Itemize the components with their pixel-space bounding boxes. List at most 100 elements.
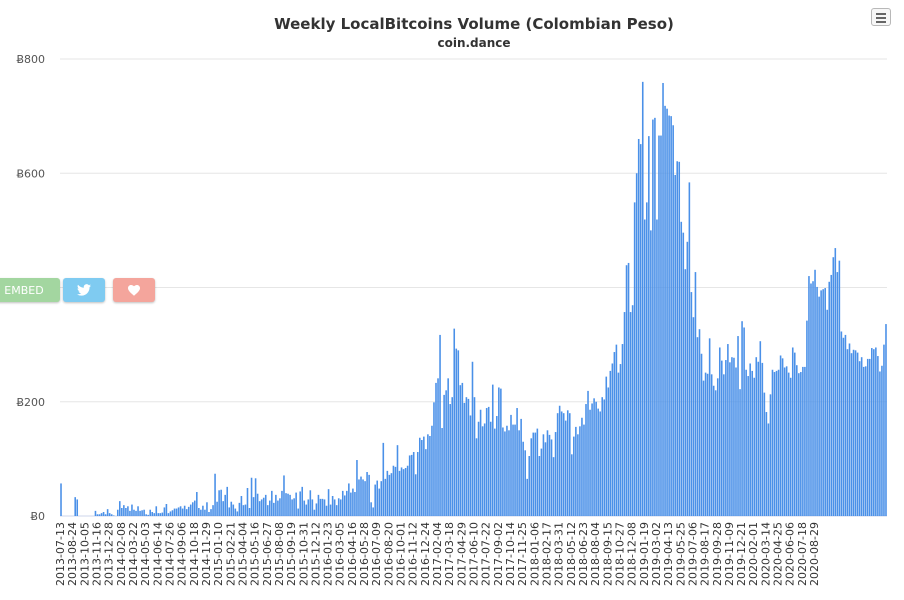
bar bbox=[581, 417, 583, 516]
bar bbox=[116, 509, 119, 516]
bar bbox=[477, 421, 480, 516]
bar bbox=[392, 465, 395, 516]
bar bbox=[605, 376, 608, 516]
bar bbox=[368, 474, 370, 516]
bar bbox=[514, 424, 516, 516]
favorite-button[interactable] bbox=[113, 278, 155, 302]
bar bbox=[751, 370, 753, 516]
bar bbox=[560, 411, 563, 516]
hamburger-menu-icon bbox=[876, 13, 886, 15]
bar bbox=[520, 418, 522, 516]
bar bbox=[648, 136, 650, 516]
bar bbox=[793, 352, 796, 516]
bar bbox=[558, 405, 561, 516]
x-tick-label: 2019-08-17 bbox=[699, 522, 712, 586]
bar bbox=[125, 508, 127, 516]
bar bbox=[820, 290, 822, 516]
bar bbox=[597, 408, 599, 516]
bar bbox=[222, 501, 224, 516]
bar bbox=[617, 372, 620, 516]
bar bbox=[100, 513, 103, 516]
bar bbox=[607, 387, 610, 516]
bar bbox=[74, 497, 76, 516]
bar bbox=[76, 499, 79, 516]
bar bbox=[506, 425, 508, 516]
twitter-share-button[interactable] bbox=[63, 278, 105, 302]
bar bbox=[491, 384, 494, 516]
bar bbox=[599, 411, 601, 516]
bar bbox=[579, 426, 581, 516]
x-tick-label: 2020-03-14 bbox=[759, 522, 772, 586]
bar bbox=[544, 442, 547, 516]
bar bbox=[877, 356, 879, 516]
bar bbox=[463, 402, 466, 516]
bar bbox=[143, 509, 145, 516]
bar bbox=[500, 388, 502, 516]
bar bbox=[680, 221, 683, 516]
bar bbox=[234, 508, 237, 516]
bar bbox=[416, 452, 419, 516]
bar bbox=[479, 409, 482, 516]
bar bbox=[313, 509, 316, 516]
x-tick-label: 2016-08-20 bbox=[382, 522, 395, 586]
bar bbox=[335, 505, 338, 516]
bar bbox=[390, 473, 393, 516]
bar bbox=[745, 369, 747, 516]
x-tick-label: 2017-10-14 bbox=[504, 522, 517, 586]
bar bbox=[633, 202, 636, 516]
bar bbox=[854, 350, 857, 516]
bar bbox=[293, 498, 295, 516]
x-tick-label: 2017-06-10 bbox=[468, 522, 481, 586]
bar bbox=[208, 512, 210, 516]
bar bbox=[536, 428, 539, 516]
bar bbox=[832, 257, 835, 516]
x-tick-label: 2015-05-16 bbox=[249, 522, 262, 586]
bar bbox=[262, 497, 265, 516]
bar bbox=[145, 514, 147, 516]
bar bbox=[670, 116, 672, 517]
bar bbox=[556, 413, 559, 516]
bar bbox=[637, 138, 640, 517]
bar bbox=[840, 331, 843, 516]
bar bbox=[194, 500, 196, 516]
bar bbox=[850, 353, 853, 516]
bar bbox=[412, 452, 415, 516]
x-tick-label: 2015-08-08 bbox=[273, 522, 286, 586]
bar bbox=[522, 441, 524, 516]
bar bbox=[818, 296, 820, 516]
chart-subtitle: coin.dance bbox=[437, 36, 510, 50]
bar bbox=[423, 436, 425, 516]
chart-menu-button[interactable] bbox=[871, 8, 891, 26]
x-tick-label: 2019-01-19 bbox=[638, 522, 651, 586]
bar bbox=[323, 499, 326, 516]
x-tick-label: 2017-11-25 bbox=[516, 522, 529, 586]
bar bbox=[654, 117, 656, 516]
bar bbox=[354, 492, 356, 516]
bar bbox=[161, 512, 164, 516]
bar bbox=[806, 320, 808, 516]
bar bbox=[718, 347, 721, 516]
bar bbox=[542, 434, 545, 516]
bar bbox=[230, 501, 233, 516]
bar bbox=[873, 349, 875, 516]
x-tick-label: 2016-03-05 bbox=[334, 522, 347, 586]
bar bbox=[735, 367, 737, 516]
bar bbox=[524, 450, 526, 516]
bar bbox=[291, 499, 293, 516]
bar bbox=[743, 327, 745, 516]
bar bbox=[583, 424, 585, 516]
bar bbox=[305, 504, 308, 516]
bar bbox=[277, 500, 279, 516]
bar bbox=[471, 361, 474, 516]
bar bbox=[650, 230, 652, 517]
x-tick-label: 2016-11-12 bbox=[407, 522, 420, 586]
bar bbox=[467, 398, 470, 516]
embed-button[interactable]: EMBED bbox=[0, 278, 60, 302]
bar bbox=[459, 385, 462, 516]
bar bbox=[173, 508, 176, 516]
x-tick-label: 2020-07-18 bbox=[796, 522, 809, 586]
bar bbox=[668, 115, 670, 517]
bar bbox=[408, 455, 411, 516]
x-tick-label: 2015-01-10 bbox=[212, 522, 225, 586]
bar bbox=[271, 490, 273, 516]
